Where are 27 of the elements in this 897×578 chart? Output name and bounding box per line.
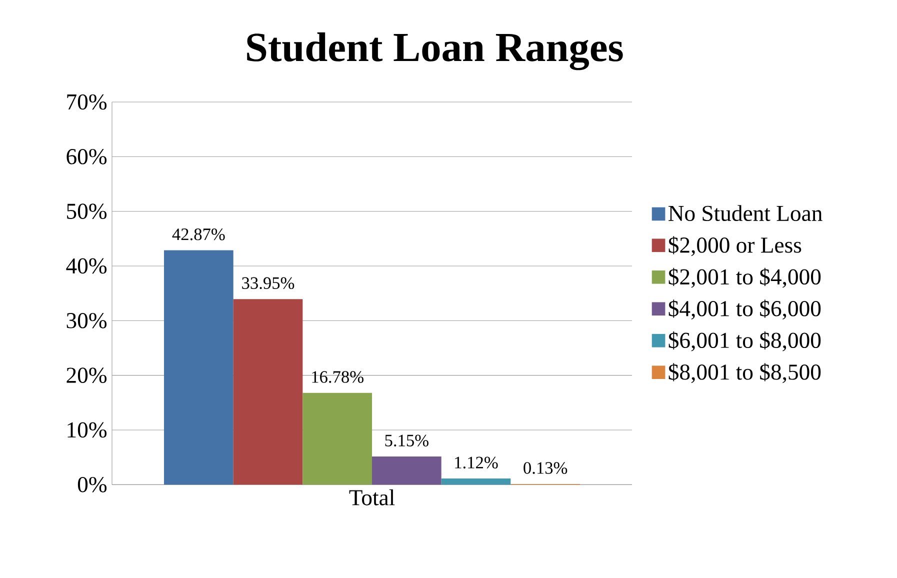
legend-label: $4,001 to $6,000 (668, 300, 821, 320)
data-label: 5.15% (385, 434, 428, 446)
data-label: 1.12% (455, 456, 498, 468)
x-tick-label: Total (349, 489, 395, 506)
y-tick-label: 10% (68, 422, 107, 438)
legend-label: $8,001 to $8,500 (668, 363, 821, 384)
bar (441, 478, 511, 485)
data-label: 0.13% (524, 462, 568, 474)
legend-label: $2,000 or Less (668, 236, 802, 256)
y-tick-label: 20% (66, 368, 107, 384)
legend-label: No Student Loan (668, 205, 822, 222)
legend-label: $6,001 to $8,000 (668, 331, 821, 352)
data-label: 42.87% (172, 228, 225, 240)
bar (164, 250, 234, 485)
bar (302, 392, 372, 485)
bar (233, 299, 303, 485)
chart-title: Student Loan Ranges (247, 32, 623, 70)
y-tick-label: 0% (78, 476, 107, 492)
data-label: 33.95% (242, 277, 294, 290)
y-tick-label: 70% (67, 94, 107, 110)
y-tick-label: 60% (66, 148, 107, 164)
data-label: 16.78% (312, 371, 364, 383)
y-tick-label: 50% (67, 204, 107, 220)
bar (372, 456, 442, 485)
y-tick-label: 40% (66, 258, 107, 274)
legend-label: $2,001 to $4,000 (668, 268, 821, 288)
y-tick-label: 30% (66, 312, 107, 328)
